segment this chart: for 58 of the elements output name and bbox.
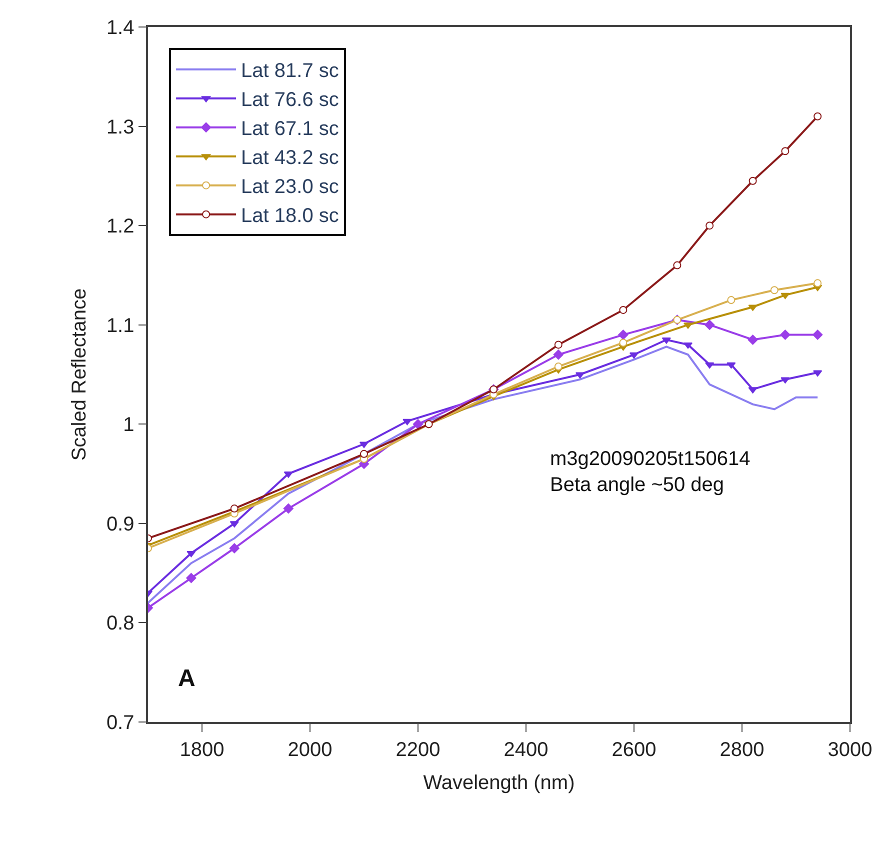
point	[812, 330, 823, 340]
point	[186, 550, 196, 558]
point	[705, 362, 714, 369]
y-tick-label: 0.9	[106, 513, 134, 536]
x-tick-label: 2200	[396, 738, 440, 761]
y-tick-label: 1.3	[106, 116, 134, 138]
x-tick-label: 2600	[612, 738, 656, 761]
y-tick-label: 1.2	[106, 216, 134, 238]
point	[618, 330, 628, 340]
annotation: Beta angle ~50 deg	[550, 474, 724, 496]
point	[748, 176, 757, 185]
annotation: m3g20090205t150614	[550, 448, 750, 470]
legend-label: Lat 81.7 sc	[241, 60, 339, 82]
point	[673, 261, 682, 270]
point	[683, 342, 693, 349]
point	[360, 450, 368, 458]
point	[706, 222, 714, 230]
legend-label: Lat 76.6 sc	[241, 89, 339, 112]
point	[230, 504, 238, 513]
legend-label: Lat 18.0 sc	[241, 205, 339, 228]
point	[283, 503, 294, 514]
x-tick-label: 2400	[504, 738, 548, 761]
point	[770, 286, 778, 294]
legend-label: Lat 67.1 sc	[241, 118, 339, 140]
x-tick-label: 1800	[180, 738, 224, 761]
point	[619, 306, 628, 314]
point	[186, 572, 196, 584]
point	[781, 147, 790, 156]
point	[629, 352, 639, 359]
point	[814, 279, 822, 288]
point	[780, 292, 790, 300]
point	[619, 338, 628, 347]
x-tick-label: 2000	[288, 738, 332, 761]
point	[726, 362, 736, 369]
point	[412, 419, 424, 430]
x-tick-label: 2800	[720, 738, 764, 761]
point	[813, 370, 822, 377]
y-axis-title: Scaled Reflectance	[68, 288, 90, 461]
point	[402, 418, 412, 426]
annotation: A	[178, 665, 196, 692]
x-axis-title: Wavelength (nm)	[423, 772, 575, 794]
y-tick-label: 1	[123, 414, 134, 436]
y-tick-label: 1.4	[106, 17, 134, 39]
point	[780, 330, 790, 340]
y-tick-label: 1.1	[106, 314, 134, 337]
point	[814, 112, 822, 120]
x-tick-label: 3000	[828, 738, 872, 761]
point	[727, 296, 736, 304]
point	[704, 320, 715, 330]
legend-label: Lat 43.2 sc	[241, 147, 339, 170]
point	[748, 334, 758, 345]
y-tick-label: 0.8	[106, 612, 134, 635]
point	[554, 362, 562, 371]
point	[229, 543, 240, 554]
y-tick-label: 0.7	[106, 712, 134, 734]
point	[554, 340, 562, 349]
legend-label: Lat 23.0 sc	[241, 176, 339, 198]
point	[553, 350, 564, 360]
